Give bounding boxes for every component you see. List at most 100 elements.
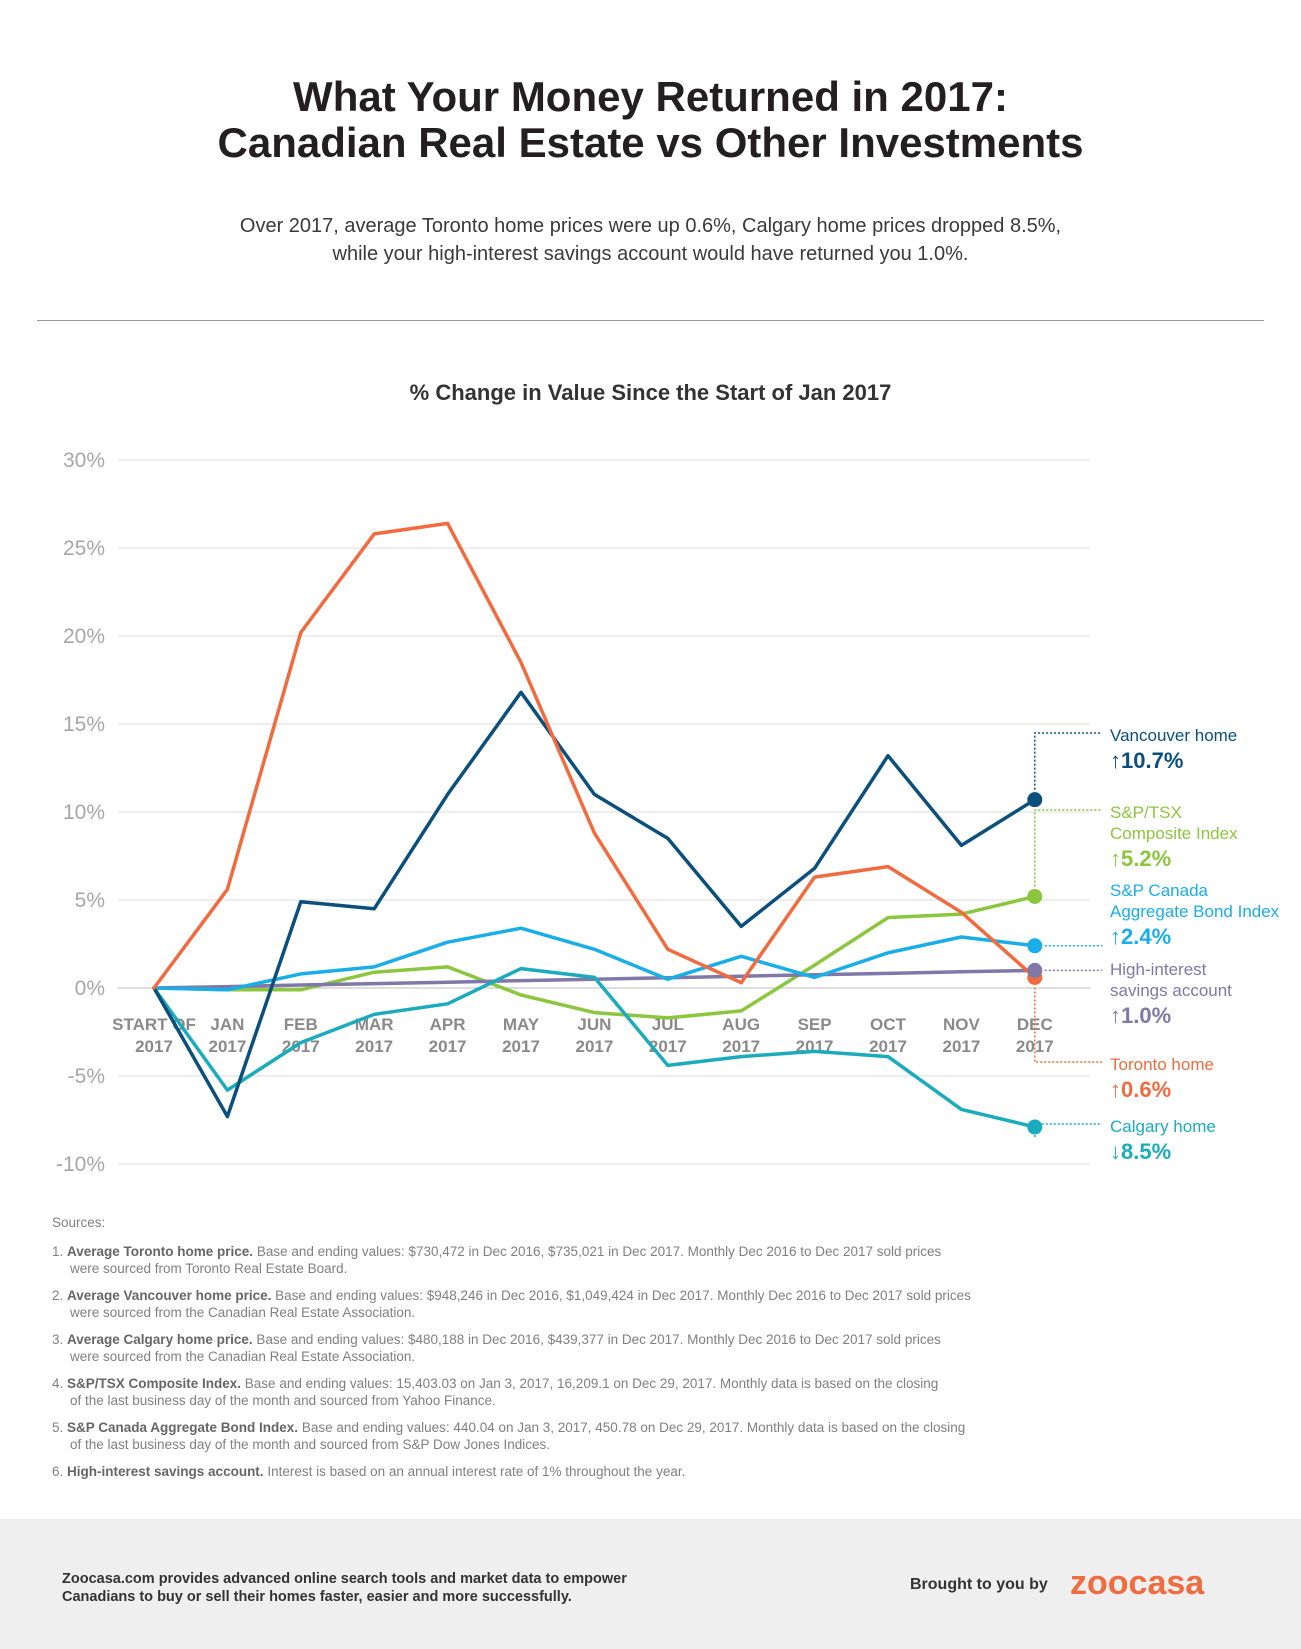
source-text-continued: of the last business day of the month an… xyxy=(70,1393,496,1408)
x-tick-label: JUL xyxy=(652,1015,684,1034)
source-number: 3. xyxy=(52,1332,68,1347)
y-tick-label: -5% xyxy=(68,1065,105,1088)
series-end-value: ↑10.7% xyxy=(1110,748,1183,773)
zoocasa-logo[interactable]: zoocasa xyxy=(1070,1564,1205,1602)
label-connector xyxy=(1034,809,1102,887)
title-line-1: What Your Money Returned in 2017: xyxy=(293,73,1008,120)
x-tick-label: JAN xyxy=(210,1015,244,1034)
source-number: 5. xyxy=(52,1420,68,1435)
title-line-2: Canadian Real Estate vs Other Investment… xyxy=(217,119,1084,166)
line-chart: 30%25%20%15%10%5%0%-5%-10%START OF2017JA… xyxy=(56,449,1280,1176)
source-item: 6. High-interest savings account. Intere… xyxy=(52,1463,1232,1480)
brought-by-text: Brought to you by xyxy=(910,1576,1048,1593)
page-title: What Your Money Returned in 2017: Canadi… xyxy=(0,74,1301,166)
series-end-marker xyxy=(1027,792,1043,808)
series-line xyxy=(152,926,1037,992)
series-label: Composite Index xyxy=(1110,824,1238,843)
x-tick-label: 2017 xyxy=(282,1037,320,1056)
series-end-value: ↑5.2% xyxy=(1110,846,1171,871)
series-end-value: ↑2.4% xyxy=(1110,924,1171,949)
y-tick-label: -10% xyxy=(56,1153,105,1176)
chart-title: % Change in Value Since the Start of Jan… xyxy=(409,380,892,405)
subtitle: Over 2017, average Toronto home prices w… xyxy=(0,212,1301,268)
y-tick-label: 25% xyxy=(63,537,105,560)
x-tick-label: 2017 xyxy=(502,1037,540,1056)
x-tick-label: NOV xyxy=(943,1015,981,1034)
x-tick-label: 2017 xyxy=(208,1037,246,1056)
series-line xyxy=(152,966,1037,1129)
source-text: Interest is based on an annual interest … xyxy=(263,1464,686,1479)
series-label: Aggregate Bond Index xyxy=(1110,902,1280,921)
source-title: Average Calgary home price. xyxy=(67,1332,253,1347)
label-connector xyxy=(1034,987,1102,1063)
series-end-marker xyxy=(1027,888,1043,904)
series-line xyxy=(152,894,1037,1020)
y-tick-label: 30% xyxy=(63,449,105,472)
y-tick-label: 5% xyxy=(75,889,105,912)
source-item: 5. S&P Canada Aggregate Bond Index. Base… xyxy=(52,1419,1232,1453)
series-line xyxy=(152,521,1037,990)
sources-list: 1. Average Toronto home price. Base and … xyxy=(52,1243,1232,1480)
label-connector xyxy=(1034,732,1102,790)
x-tick-label: 2017 xyxy=(429,1037,467,1056)
series-end-value: ↓8.5% xyxy=(1110,1139,1171,1164)
source-number: 4. xyxy=(52,1376,68,1391)
source-item: 4. S&P/TSX Composite Index. Base and end… xyxy=(52,1375,1232,1409)
source-item: 3. Average Calgary home price. Base and … xyxy=(52,1331,1232,1365)
subtitle-line-1: Over 2017, average Toronto home prices w… xyxy=(239,215,1062,237)
subtitle-line-2: while your high-interest savings account… xyxy=(332,243,969,265)
source-number: 1. xyxy=(52,1244,68,1259)
series-label: Calgary home xyxy=(1110,1117,1216,1136)
x-tick-label: OCT xyxy=(870,1015,907,1034)
source-item: 2. Average Vancouver home price. Base an… xyxy=(52,1287,1232,1321)
source-text: Base and ending values: $480,188 in Dec … xyxy=(252,1332,941,1347)
source-text-continued: were sourced from the Canadian Real Esta… xyxy=(70,1349,416,1364)
source-title: S&P Canada Aggregate Bond Index. xyxy=(67,1420,299,1435)
source-title: High-interest savings account. xyxy=(67,1464,264,1479)
x-tick-label: 2017 xyxy=(1016,1037,1054,1056)
x-tick-label: MAY xyxy=(503,1015,540,1034)
source-text: Base and ending values: 15,403.03 on Jan… xyxy=(241,1376,939,1391)
source-text: Base and ending values: 440.04 on Jan 3,… xyxy=(298,1420,966,1435)
x-tick-label: 2017 xyxy=(722,1037,760,1056)
source-item: 1. Average Toronto home price. Base and … xyxy=(52,1243,1232,1277)
y-tick-label: 0% xyxy=(75,977,105,1000)
series-line xyxy=(152,690,1037,1119)
source-text-continued: of the last business day of the month an… xyxy=(70,1437,551,1452)
label-connector xyxy=(1034,1123,1102,1138)
x-tick-label: FEB xyxy=(284,1015,318,1034)
source-text-continued: were sourced from Toronto Real Estate Bo… xyxy=(70,1261,348,1276)
source-number: 2. xyxy=(52,1288,68,1303)
y-tick-label: 10% xyxy=(63,801,105,824)
source-title: S&P/TSX Composite Index. xyxy=(67,1376,242,1391)
x-tick-label: JUN xyxy=(577,1015,611,1034)
series-end-marker xyxy=(1027,938,1043,954)
footer-line-2: Canadians to buy or sell their homes fas… xyxy=(62,1589,572,1605)
sources-section: Sources: 1. Average Toronto home price. … xyxy=(52,1214,1232,1490)
series-end-marker xyxy=(1027,962,1043,978)
y-tick-label: 15% xyxy=(63,713,105,736)
x-tick-label: APR xyxy=(430,1015,466,1034)
x-tick-label: 2017 xyxy=(135,1037,173,1056)
source-title: Average Toronto home price. xyxy=(67,1244,254,1259)
x-tick-label: SEP xyxy=(798,1015,832,1034)
series-label: High-interest xyxy=(1110,960,1207,979)
series-label: Toronto home xyxy=(1110,1055,1214,1074)
x-tick-label: 2017 xyxy=(355,1037,393,1056)
series-end-value: ↑0.6% xyxy=(1110,1077,1171,1102)
sources-heading: Sources: xyxy=(52,1215,106,1230)
series-label: Vancouver home xyxy=(1110,726,1237,745)
x-tick-label: 2017 xyxy=(869,1037,907,1056)
x-tick-label: 2017 xyxy=(649,1037,687,1056)
footer-line-1: Zoocasa.com provides advanced online sea… xyxy=(62,1571,627,1587)
x-tick-label: 2017 xyxy=(942,1037,980,1056)
series-label: S&P Canada xyxy=(1110,881,1209,900)
source-text-continued: were sourced from the Canadian Real Esta… xyxy=(70,1305,416,1320)
source-title: Average Vancouver home price. xyxy=(67,1288,272,1303)
source-number: 6. xyxy=(52,1464,68,1479)
divider xyxy=(37,320,1264,321)
x-tick-label: AUG xyxy=(722,1015,760,1034)
series-label: S&P/TSX xyxy=(1110,803,1182,822)
series-label: savings account xyxy=(1110,981,1232,1000)
footer-description: Zoocasa.com provides advanced online sea… xyxy=(62,1570,742,1606)
